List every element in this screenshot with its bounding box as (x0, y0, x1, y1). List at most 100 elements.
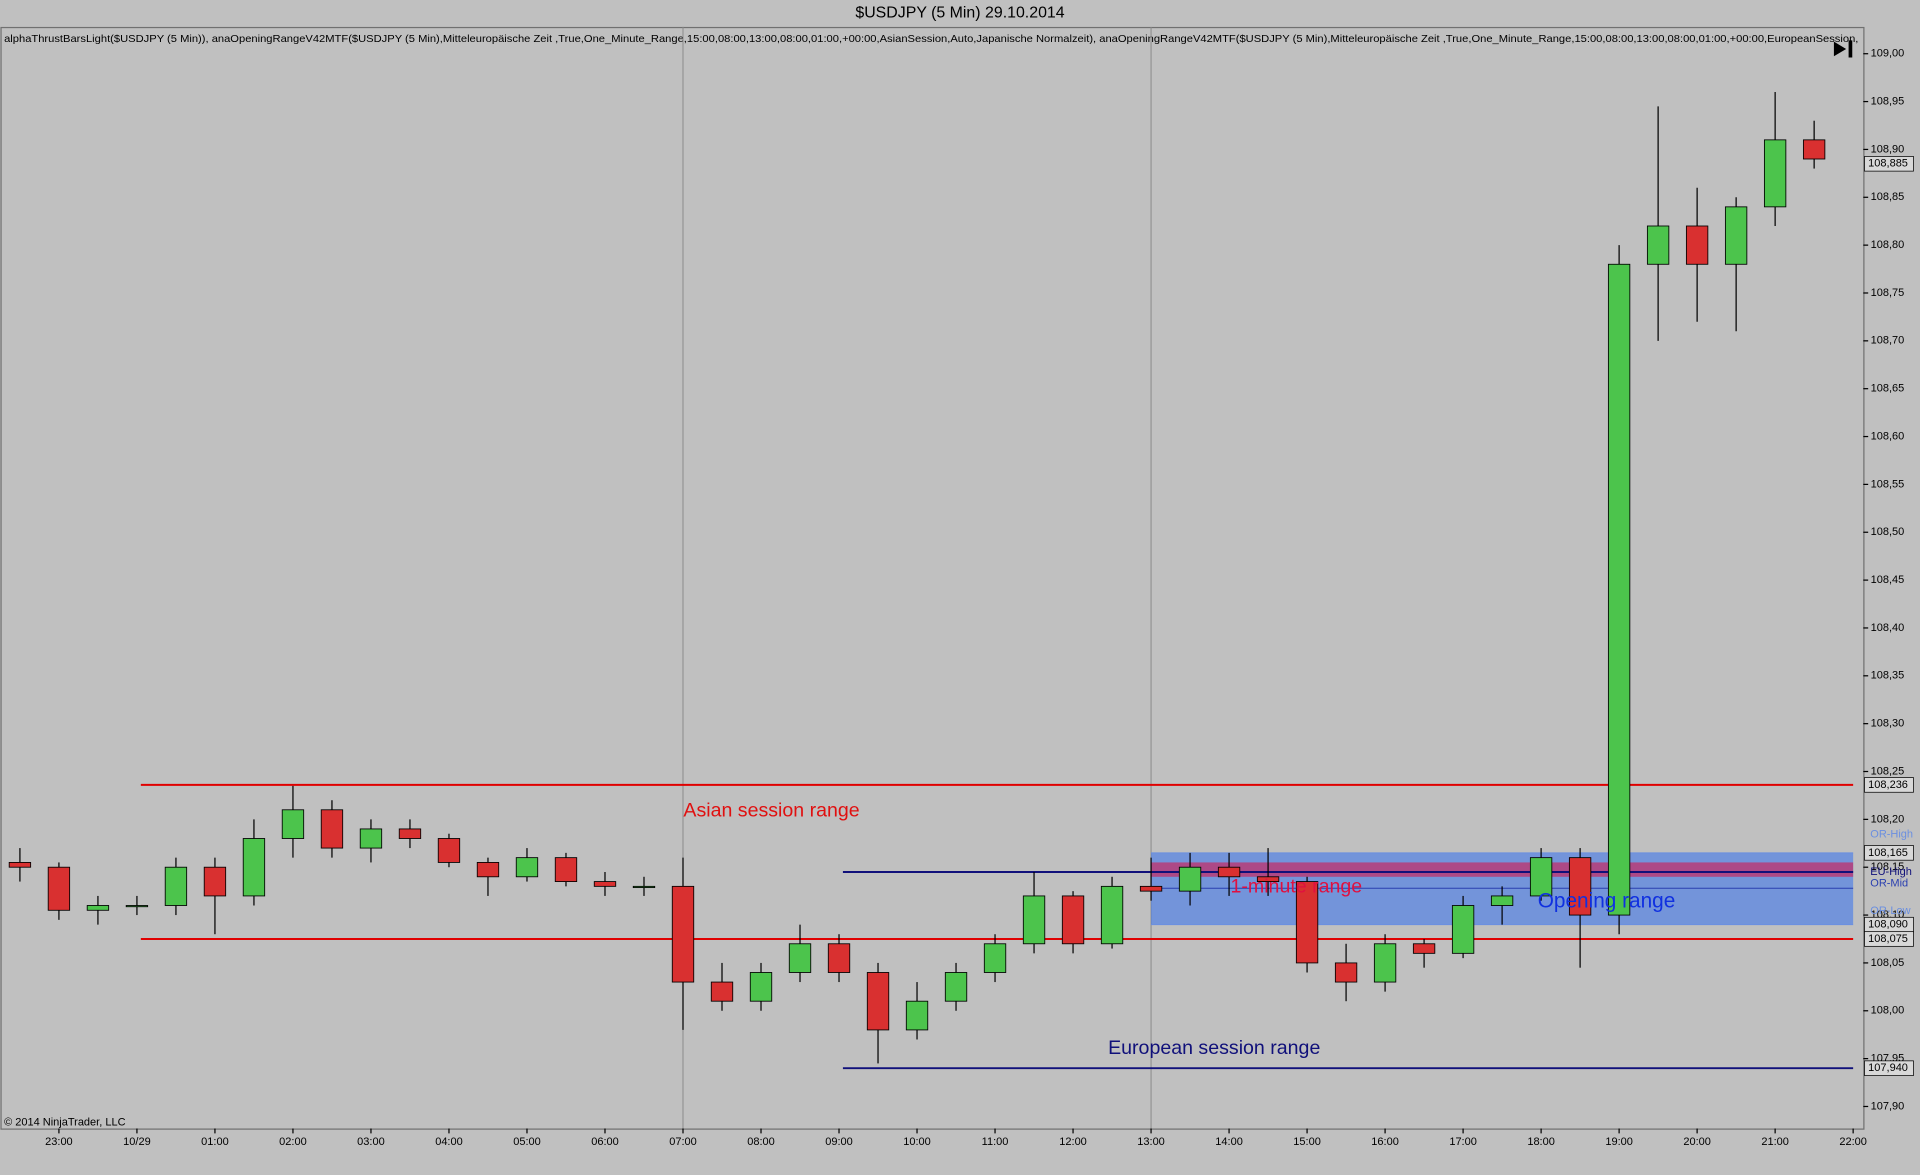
x-tick-label: 13:00 (1137, 1136, 1165, 1148)
x-tick-label: 21:00 (1761, 1136, 1789, 1148)
candle-body (983, 943, 1007, 973)
candle-body (1334, 962, 1358, 983)
candle-body (788, 943, 812, 973)
candle-body (1217, 866, 1241, 878)
candle-body (1139, 885, 1163, 892)
y-tick-label: 108,95 (1871, 95, 1905, 107)
y-tick-label: 108,65 (1871, 383, 1905, 395)
level-label: EU-High (1870, 866, 1912, 878)
price-tag-label: 108,090 (1868, 919, 1908, 931)
x-tick-label: 18:00 (1527, 1136, 1555, 1148)
candle-body (359, 828, 383, 849)
scroll-end-button[interactable] (1833, 40, 1853, 58)
y-tick-label: 108,55 (1871, 478, 1905, 490)
x-tick-label: 03:00 (357, 1136, 385, 1148)
y-tick-label: 108,05 (1871, 957, 1905, 969)
price-tag-label: 108,885 (1868, 158, 1908, 170)
price-tag (1864, 777, 1914, 793)
range-box (1151, 862, 1854, 877)
price-tag (1864, 845, 1914, 861)
y-tick-label: 108,15 (1871, 861, 1905, 873)
copyright: © 2014 NinjaTrader, LLC (4, 1116, 125, 1128)
x-tick-label: 12:00 (1059, 1136, 1087, 1148)
y-tick-label: 108,00 (1871, 1005, 1905, 1017)
y-tick-label: 108,40 (1871, 622, 1905, 634)
price-tag (1864, 931, 1914, 947)
x-tick-label: 23:00 (45, 1136, 73, 1148)
y-tick-label: 108,25 (1871, 765, 1905, 777)
x-tick-label: 09:00 (825, 1136, 853, 1148)
candle-body (1685, 225, 1709, 265)
candle-body (1178, 866, 1202, 892)
x-tick-label: 06:00 (591, 1136, 619, 1148)
x-tick-label: 10:00 (903, 1136, 931, 1148)
level-label: OR-High (1870, 828, 1913, 840)
candle-body (47, 866, 71, 911)
candle-body (1490, 895, 1514, 906)
y-tick-label: 108,60 (1871, 430, 1905, 442)
y-tick-label: 108,70 (1871, 335, 1905, 347)
candle-body (476, 862, 500, 878)
x-tick-label: 01:00 (201, 1136, 229, 1148)
x-tick-label: 02:00 (279, 1136, 307, 1148)
y-tick-label: 108,50 (1871, 526, 1905, 538)
candle-body (632, 885, 656, 889)
x-tick-label: 04:00 (435, 1136, 463, 1148)
candle-body (827, 943, 851, 973)
y-tick-label: 109,00 (1871, 48, 1905, 60)
candle-body (1256, 876, 1280, 882)
candle-body (398, 828, 422, 839)
y-tick-label: 108,20 (1871, 813, 1905, 825)
candle-body (86, 905, 110, 911)
price-tag-label: 107,940 (1868, 1062, 1908, 1074)
x-tick-label: 08:00 (747, 1136, 775, 1148)
candle-body (8, 862, 32, 868)
candle-body (1022, 895, 1046, 945)
x-tick-label: 14:00 (1215, 1136, 1243, 1148)
candle-body (164, 866, 188, 906)
y-tick-label: 108,85 (1871, 191, 1905, 203)
x-tick-label: 11:00 (982, 1136, 1009, 1148)
candle-body (203, 866, 227, 897)
candle-body (749, 972, 773, 1002)
candle-body (1412, 943, 1436, 954)
x-tick-label: 05:00 (513, 1136, 541, 1148)
candle-body (1802, 139, 1826, 160)
candle-body (281, 809, 305, 839)
x-tick-label: 15:00 (1293, 1136, 1321, 1148)
level-label: OR-Low (1870, 905, 1910, 917)
x-tick-label: 10/29 (123, 1136, 151, 1148)
chart-title: $USDJPY (5 Min) 29.10.2014 (855, 5, 1064, 22)
x-tick-label: 22:00 (1839, 1136, 1867, 1148)
candle-body (944, 972, 968, 1002)
annotation: Asian session range (683, 800, 859, 822)
x-tick-label: 07:00 (669, 1136, 697, 1148)
y-tick-label: 108,75 (1871, 287, 1905, 299)
x-tick-label: 16:00 (1371, 1136, 1399, 1148)
candle-body (710, 981, 734, 1002)
plot-area (0, 26, 1865, 1130)
candle-body (1607, 263, 1631, 916)
price-tag (1864, 156, 1914, 172)
price-tag-label: 108,075 (1868, 933, 1908, 945)
candle-body (1724, 206, 1748, 265)
candle-body (671, 885, 695, 983)
candle-body (593, 881, 617, 887)
price-tag (1864, 1060, 1914, 1076)
annotation: 1-minute range (1230, 876, 1362, 898)
x-tick-label: 19:00 (1605, 1136, 1633, 1148)
candle-body (125, 905, 149, 908)
price-tag-label: 108,165 (1868, 847, 1908, 859)
candle-body (554, 857, 578, 882)
candle-body (1451, 905, 1475, 954)
candle-body (1646, 225, 1670, 265)
y-tick-label: 108,35 (1871, 670, 1905, 682)
annotation: Opening range (1538, 890, 1676, 913)
candle-body (1100, 885, 1124, 945)
y-tick-label: 107,90 (1871, 1100, 1905, 1112)
x-tick-label: 17:00 (1449, 1136, 1477, 1148)
candle-body (515, 857, 539, 878)
x-tick-label: 20:00 (1683, 1136, 1711, 1148)
